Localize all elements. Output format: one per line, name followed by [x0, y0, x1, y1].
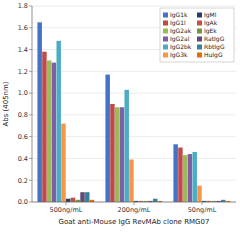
bar [115, 107, 119, 202]
bar [71, 198, 75, 202]
legend-swatch [163, 45, 168, 50]
y-axis-line [32, 6, 33, 202]
legend-label: IgEk [204, 27, 217, 35]
bar [56, 41, 60, 202]
bar [66, 199, 70, 202]
x-tick-label: 200ng/mL [118, 206, 151, 214]
legend-swatch [197, 21, 202, 26]
legend-label: IgG1k [170, 11, 188, 19]
legend-swatch [197, 45, 202, 50]
bar [110, 104, 114, 202]
y-tick-label: 0.2 [18, 177, 28, 185]
x-ticks: 500ng/mL 200ng/mL 50ng/mL [50, 202, 217, 214]
y-tick [29, 71, 32, 72]
y-tick [29, 27, 32, 28]
bar [124, 90, 128, 202]
y-tick [29, 93, 32, 94]
bar [85, 192, 89, 202]
grid [32, 6, 236, 202]
bar [42, 52, 46, 202]
y-tick-label: 1.8 [18, 2, 28, 10]
y-tick-label: 1.6 [18, 24, 28, 32]
y-tick-label: 1.0 [18, 89, 28, 97]
legend-label: RbtIgG [204, 43, 225, 51]
legend-swatch [163, 21, 168, 26]
y-tick-label: 0.0 [18, 198, 28, 206]
legend-label: IgG3k [170, 51, 188, 59]
y-tick [29, 202, 32, 203]
bar [37, 22, 41, 202]
legend-label: IgG2ak [170, 27, 192, 35]
legend-label: HuIgG [204, 51, 223, 59]
legend-swatch [197, 13, 202, 18]
y-tick-label: 0.8 [18, 111, 28, 119]
bar [192, 152, 196, 202]
bar [129, 160, 133, 202]
y-tick-label: 0.6 [18, 133, 28, 141]
bar [173, 144, 177, 202]
bar [178, 148, 182, 202]
bar [120, 107, 124, 202]
bar [188, 154, 192, 202]
y-tick [29, 6, 32, 7]
legend-label: IgMl [204, 11, 217, 19]
bars [37, 22, 230, 202]
legend: IgG1kIgG1lIgG2akIgG2alIgG2bkIgG3k IgMlIgA… [160, 8, 234, 62]
legend-swatch [197, 53, 202, 58]
bar [47, 60, 51, 202]
x-tick-label: 500ng/mL [50, 206, 83, 214]
y-tick [29, 136, 32, 137]
x-tick [134, 202, 135, 205]
bar [61, 124, 65, 202]
bar [80, 192, 84, 202]
y-tick [29, 180, 32, 181]
legend-label: IgG1l [170, 19, 186, 27]
chart: 0.0 0.2 0.4 0.6 0.8 1.0 1.2 1.4 1.6 1.8 500ng/mL 20… [0, 0, 240, 240]
legend-swatch [163, 13, 168, 18]
grid-line [32, 114, 236, 115]
legend-label: IgG2bk [170, 43, 192, 51]
legend-swatch [163, 37, 168, 42]
legend-swatch [197, 37, 202, 42]
legend-label: IgG2al [170, 35, 190, 43]
y-tick-label: 1.4 [18, 46, 28, 54]
bar [105, 75, 109, 202]
y-axis-label: Abs (405nm) [2, 81, 10, 126]
legend-label: IgAk [204, 19, 218, 27]
bar [197, 186, 201, 202]
y-tick-label: 0.4 [18, 155, 28, 163]
grid-line [32, 71, 236, 72]
x-tick-label: 50ng/mL [188, 206, 217, 214]
bar [52, 63, 56, 202]
grid-line [32, 6, 236, 7]
x-tick [202, 202, 203, 205]
bar [153, 199, 157, 202]
y-tick [29, 114, 32, 115]
y-ticks: 0.0 0.2 0.4 0.6 0.8 1.0 1.2 1.4 1.6 1.8 [18, 2, 32, 206]
x-tick [66, 202, 67, 205]
legend-frame [160, 8, 234, 62]
y-tick [29, 49, 32, 50]
y-tick [29, 158, 32, 159]
legend-swatch [163, 29, 168, 34]
y-tick-label: 1.2 [18, 68, 28, 76]
x-axis-label: Goat anti-Mouse IgG RevMAb clone RMG07 [59, 218, 210, 226]
legend-swatch [163, 53, 168, 58]
legend-label: RatIgG [204, 35, 225, 43]
bar [183, 155, 187, 202]
grid-line [32, 93, 236, 94]
legend-swatch [197, 29, 202, 34]
